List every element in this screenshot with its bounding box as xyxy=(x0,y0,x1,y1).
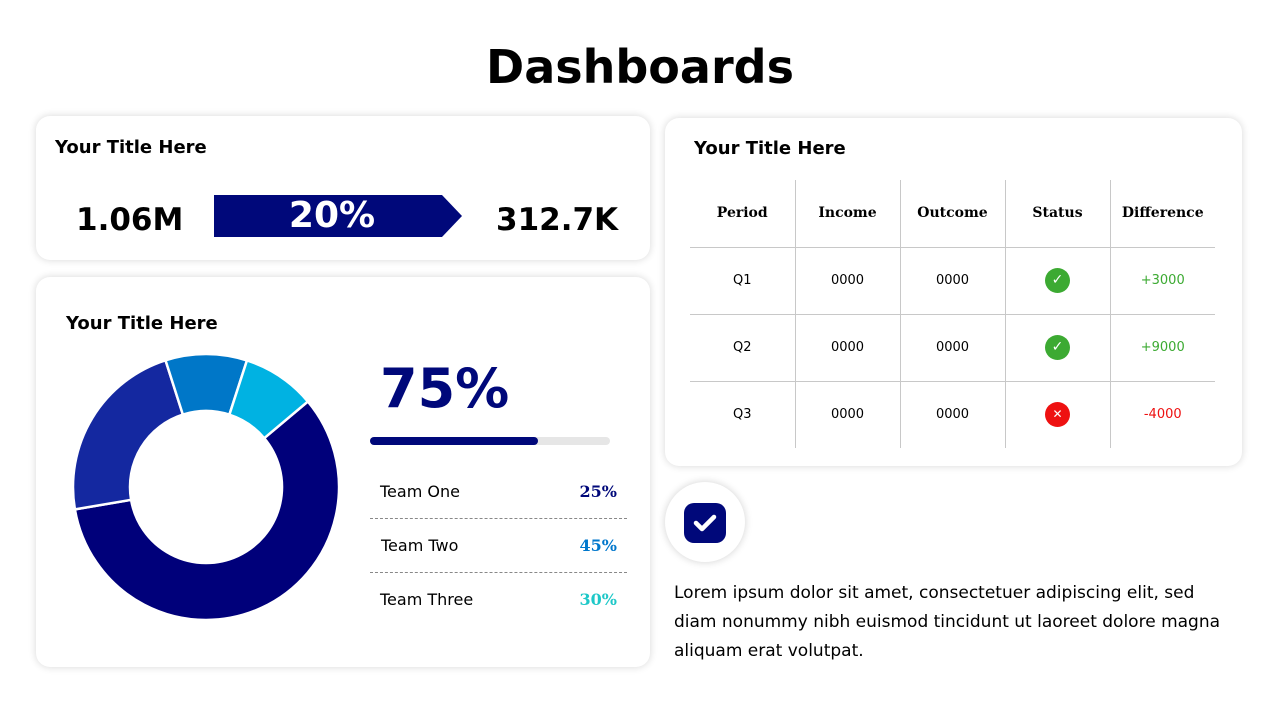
big-percent: 75% xyxy=(380,357,510,420)
left-value: 1.06M xyxy=(76,202,184,238)
team-row: Team Two 45% xyxy=(370,519,627,573)
description-text: Lorem ipsum dolor sit amet, consectetuer… xyxy=(674,583,1221,661)
table-row: Q1 0000 0000 ✓ +3000 xyxy=(690,246,1215,315)
card-title: Your Title Here xyxy=(694,138,846,159)
cell-status: ✕ xyxy=(1004,380,1111,448)
donut-card: Your Title Here 75% Team One 25% Team Two… xyxy=(36,277,650,667)
kpi-card: Your Title Here 1.06M 20% 312.7K xyxy=(36,116,650,260)
header-outcome: Outcome xyxy=(899,180,1006,248)
team-value: 25% xyxy=(579,482,617,501)
check-circle-icon: ✓ xyxy=(1045,268,1070,293)
page-title: Dashboards xyxy=(486,40,794,94)
card-title: Your Title Here xyxy=(66,313,218,334)
card-title: Your Title Here xyxy=(55,137,207,158)
cell-difference: +9000 xyxy=(1109,313,1215,382)
progress-bar xyxy=(370,437,610,445)
change-arrow: 20% xyxy=(214,195,462,237)
data-table: Period Income Outcome Status Difference … xyxy=(690,180,1215,448)
cell-status: ✓ xyxy=(1004,246,1111,315)
right-value: 312.7K xyxy=(496,202,619,238)
cell-period: Q3 xyxy=(690,380,796,448)
cell-status: ✓ xyxy=(1004,313,1111,382)
cell-income: 0000 xyxy=(794,313,901,382)
table-row: Q3 0000 0000 ✕ -4000 xyxy=(690,380,1215,448)
cell-outcome: 0000 xyxy=(899,380,1006,448)
donut-slice xyxy=(71,358,185,511)
team-row: Team One 25% xyxy=(370,465,627,519)
checkbox-icon xyxy=(684,503,726,543)
cell-outcome: 0000 xyxy=(899,313,1006,382)
donut-slice xyxy=(227,358,310,440)
x-circle-icon: ✕ xyxy=(1045,402,1070,428)
team-value: 30% xyxy=(579,590,617,609)
team-value: 45% xyxy=(579,536,617,555)
cell-difference: +3000 xyxy=(1109,246,1215,315)
cell-difference: -4000 xyxy=(1109,380,1215,448)
header-difference: Difference xyxy=(1109,180,1215,248)
team-row: Team Three 30% xyxy=(370,573,627,627)
header-status: Status xyxy=(1004,180,1111,248)
donut-slice xyxy=(73,399,341,622)
cell-income: 0000 xyxy=(794,246,901,315)
team-label: Team Three xyxy=(380,590,474,609)
table-row: Q2 0000 0000 ✓ +9000 xyxy=(690,313,1215,382)
donut-chart xyxy=(71,352,341,622)
check-circle-icon: ✓ xyxy=(1045,335,1070,360)
table-card: Your Title Here Period Income Outcome St… xyxy=(665,118,1242,466)
progress-fill xyxy=(370,437,538,445)
cell-outcome: 0000 xyxy=(899,246,1006,315)
cell-income: 0000 xyxy=(794,380,901,448)
cell-period: Q2 xyxy=(690,313,796,382)
header-period: Period xyxy=(690,180,796,248)
table-header: Period Income Outcome Status Difference xyxy=(690,180,1215,248)
header-income: Income xyxy=(794,180,901,248)
cell-period: Q1 xyxy=(690,246,796,315)
feature-badge xyxy=(665,482,745,562)
team-label: Team One xyxy=(380,482,460,501)
team-label: Team Two xyxy=(381,536,459,555)
